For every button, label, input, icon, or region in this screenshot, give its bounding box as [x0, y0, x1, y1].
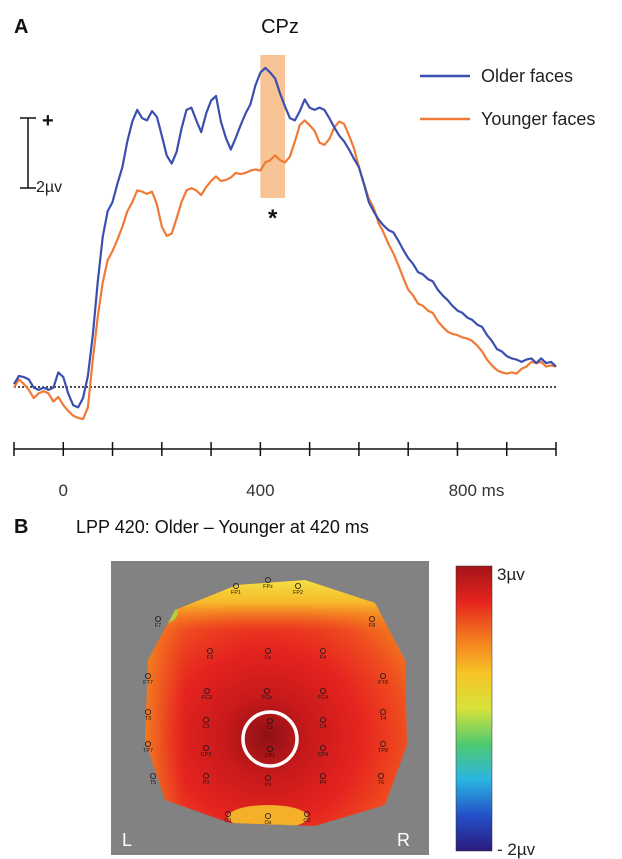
legend-label-younger: Younger faces	[481, 109, 595, 129]
electrode-marker-f3	[206, 648, 213, 655]
electrode-marker-fp2	[294, 583, 301, 590]
x-tick-label: 0	[59, 481, 68, 500]
electrode-label-fc4: FC4	[318, 695, 328, 701]
series-layer	[13, 66, 557, 421]
highlight-ring-cp1	[241, 710, 299, 768]
panel-b-label: B	[14, 516, 28, 538]
electrode-label-cz: Cz	[267, 725, 274, 731]
legend-label-older: Older faces	[481, 66, 573, 86]
panel-b-topography: B LPP 420: Older – Younger at 420 ms FP1…	[14, 516, 536, 859]
electrode-marker-o2	[303, 811, 310, 818]
electrode-label-fc3: FC3	[202, 695, 212, 701]
electrode-marker-p3	[202, 773, 209, 780]
electrode-label-ft8: FT8	[378, 680, 388, 686]
electrode-label-f7: F7	[155, 623, 161, 629]
x-tick-label: 800 ms	[449, 481, 505, 500]
electrode-marker-t6	[377, 773, 384, 780]
electrode-marker-c3	[202, 717, 209, 724]
electrode-label-c4: C4	[319, 724, 326, 730]
electrode-label-tp7: TP7	[143, 748, 153, 754]
electrode-marker-fc3	[203, 688, 210, 695]
legend: Older faces Younger faces	[420, 66, 595, 129]
electrode-label-f8: F8	[369, 623, 375, 629]
right-side-label: R	[397, 830, 410, 850]
electrode-marker-tp8	[379, 741, 386, 748]
left-side-label: L	[122, 830, 132, 850]
electrode-marker-fpz	[264, 577, 271, 584]
electrode-label-t3: T3	[145, 716, 151, 722]
electrode-marker-oz	[264, 813, 271, 820]
scale-bar-label: 2µv	[36, 179, 62, 196]
electrode-marker-t5	[149, 773, 156, 780]
series-line-older-faces	[13, 66, 557, 409]
electrode-label-p4: P4	[320, 780, 327, 786]
electrode-marker-pz	[264, 775, 271, 782]
electrode-marker-f7	[154, 616, 161, 623]
electrode-marker-c4	[319, 717, 326, 724]
electrode-label-t5: T5	[150, 780, 156, 786]
electrode-marker-cp4	[319, 745, 326, 752]
electrode-label-t4: T4	[380, 716, 386, 722]
electrode-marker-t4	[379, 709, 386, 716]
electrode-label-cp3: CP3	[201, 752, 212, 758]
x-axis: 0 400 800 ms	[13, 442, 557, 500]
electrode-marker-f8	[368, 616, 375, 623]
x-tick-label: 400	[246, 481, 274, 500]
colorbar-max-label: 3µv	[497, 565, 525, 584]
electrode-label-p3: P3	[203, 780, 210, 786]
electrode-marker-fcz	[263, 688, 270, 695]
topomap-title: LPP 420: Older – Younger at 420 ms	[76, 517, 369, 537]
electrode-marker-cz	[266, 718, 273, 725]
electrode-marker-cp1	[266, 746, 273, 753]
electrode-label-pz: Pz	[265, 782, 272, 788]
electrode-label-fp1: FP1	[231, 590, 241, 596]
panel-a-label: A	[14, 16, 28, 38]
electrode-label-f4: F4	[320, 655, 326, 661]
scalp-map-occipital-yellow	[228, 805, 308, 826]
electrode-marker-tp7	[144, 741, 151, 748]
scale-bar: + 2µv	[20, 110, 62, 196]
colorbar	[455, 565, 493, 852]
electrode-marker-ft7	[144, 673, 151, 680]
electrode-marker-fc4	[319, 688, 326, 695]
electrode-label-fp2: FP2	[293, 590, 303, 596]
panel-a-erp-chart: A CPz * + 2µv Older faces Younger faces …	[13, 16, 595, 500]
electrode-label-tp8: TP8	[378, 748, 388, 754]
electrode-marker-t3	[144, 709, 151, 716]
colorbar-min-label: - 2µv	[497, 840, 536, 859]
electrode-label-f3: F3	[207, 655, 213, 661]
significance-window	[260, 55, 285, 198]
electrode-label-cp4: CP4	[318, 752, 329, 758]
electrode-layer: FP1 FPz FP2 F7 F8 F3 Fz F4 FT7 FT8 FC3 FCz FC4 T3 T4 C3…	[143, 577, 388, 826]
electrode-marker-ft8	[379, 673, 386, 680]
electrode-label-fcz: FCz	[262, 695, 272, 701]
electrode-marker-p4	[319, 773, 326, 780]
electrode-label-fz: Fz	[265, 655, 271, 661]
electrode-marker-f4	[319, 648, 326, 655]
electrode-label-c3: C3	[202, 724, 209, 730]
scalp-map	[145, 580, 407, 826]
electrode-label-fpz: FPz	[263, 584, 273, 590]
electrode-marker-o1	[224, 811, 231, 818]
chart-title: CPz	[261, 16, 299, 38]
electrode-label-o1: O1	[224, 818, 231, 824]
electrode-label-ft7: FT7	[143, 680, 153, 686]
significance-marker: *	[268, 205, 278, 232]
electrode-label-o2: O2	[303, 818, 310, 824]
electrode-label-t6: T6	[378, 780, 384, 786]
electrode-label-cp1: CP1	[265, 753, 276, 759]
electrode-marker-cp3	[202, 745, 209, 752]
electrode-marker-fz	[264, 648, 271, 655]
series-line-younger-faces	[13, 119, 557, 421]
electrode-marker-fp1	[232, 583, 239, 590]
electrode-label-oz: Oz	[264, 820, 271, 826]
polarity-marker: +	[42, 110, 54, 132]
